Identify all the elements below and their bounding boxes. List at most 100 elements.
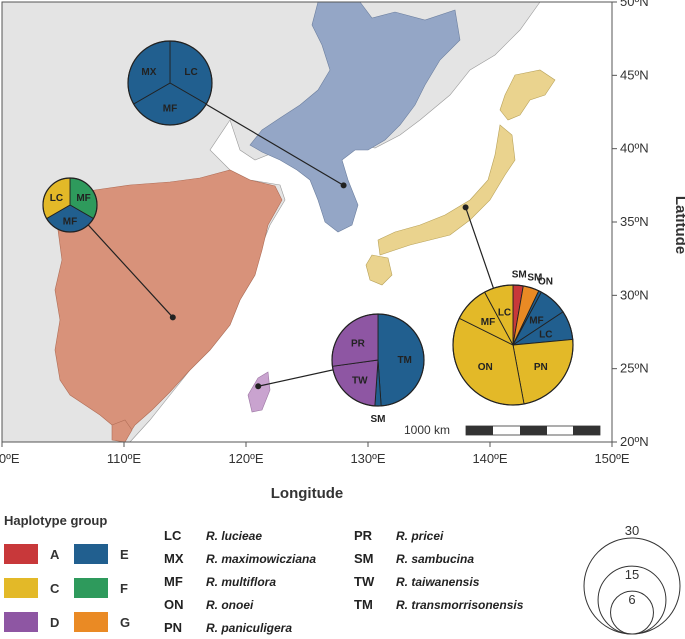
haplotype-legend-item: D	[4, 612, 59, 632]
pie-slice-label: TM	[397, 355, 411, 366]
species-legend-item: SM R. sambucina	[354, 551, 474, 566]
x-tick-label: 140ºE	[472, 451, 507, 466]
pie-outline	[127, 40, 213, 126]
y-tick-label: 50ºN	[620, 0, 649, 9]
pie-slice-label: SM	[527, 272, 542, 283]
species-code: TW	[354, 574, 375, 589]
pie-slice-label: LC	[50, 193, 63, 204]
region-japan	[365, 69, 556, 286]
pie-slice-label: MF	[481, 317, 495, 328]
species-code: ON	[164, 597, 184, 612]
x-tick-label: 100ºE	[0, 451, 20, 466]
pie-slice-label: MF	[163, 103, 177, 114]
region-northeast	[249, 1, 461, 233]
size-legend-label: 15	[625, 567, 639, 582]
haplotype-legend-label: G	[120, 614, 131, 630]
pie-slice-label: MX	[141, 67, 156, 78]
species-legend-item: LC R. lucieae	[164, 528, 262, 543]
scale-bar: 1000 km	[404, 423, 601, 437]
species-code: MX	[164, 551, 184, 566]
y-axis-label: Latitude	[672, 196, 685, 254]
haplotype-legend-title: Haplotype group	[4, 513, 108, 528]
haplotype-legend-label: D	[50, 614, 60, 630]
pie-slice-label: LC	[539, 329, 552, 340]
haplotype-legend-item: C	[4, 578, 59, 598]
pie-slice-label: PR	[351, 338, 366, 349]
haplotype-swatch	[74, 612, 108, 632]
haplotype-legend-item: F	[74, 578, 128, 598]
location-dot	[340, 182, 347, 189]
species-code: MF	[164, 574, 183, 589]
x-tick-label: 150ºE	[594, 451, 629, 466]
species-name: R. paniculigera	[206, 621, 293, 635]
region-hainan	[111, 419, 133, 443]
species-name: R. onoei	[206, 598, 254, 612]
x-tick-label: 130ºE	[350, 451, 385, 466]
species-name: R. taiwanensis	[396, 575, 480, 589]
size-legend-label: 6	[628, 592, 635, 607]
species-legend-item: PN R. paniculigera	[164, 620, 292, 635]
species-name: R. maximowicziana	[206, 552, 317, 566]
region-taiwan	[247, 371, 271, 413]
pie-outline	[42, 177, 98, 233]
x-axis-ticks: 100ºE 110ºE 120ºE 130ºE 140ºE 150ºE	[0, 442, 630, 466]
size-legend: 30 15 6	[583, 523, 681, 635]
pie-slice-label: ON	[478, 362, 493, 373]
x-tick-label: 110ºE	[107, 451, 141, 466]
pie-slice-label: MF	[76, 193, 90, 204]
pie-china: MF MF LC	[42, 177, 176, 321]
pie-slice-label: SM	[371, 414, 386, 425]
scale-bar-label: 1000 km	[404, 423, 450, 437]
species-legend-item: MF R. multiflora	[164, 574, 276, 589]
haplotype-legend-item: E	[74, 544, 129, 564]
pie-northeast: LC MF MX	[127, 40, 347, 189]
haplotype-legend-item: A	[4, 544, 59, 564]
pie-outline	[452, 284, 574, 406]
y-tick-label: 20ºN	[620, 434, 649, 449]
species-legend-item: MX R. maximowicziana	[164, 551, 316, 566]
x-axis-label: Longitude	[271, 485, 343, 502]
species-name: R. sambucina	[396, 552, 475, 566]
haplotype-swatch	[4, 612, 38, 632]
haplotype-legend-label: F	[120, 580, 128, 596]
y-tick-label: 30ºN	[620, 287, 649, 302]
y-tick-label: 25ºN	[620, 361, 649, 376]
haplotype-swatch	[74, 544, 108, 564]
pie-outline	[331, 313, 425, 407]
pie-slice-label: TW	[352, 375, 368, 386]
species-code: TM	[354, 597, 373, 612]
species-legend-item: TM R. transmorrisonensis	[354, 597, 523, 612]
haplotype-legend-label: C	[50, 580, 60, 596]
pie-slice-label: SM	[512, 269, 527, 280]
species-legend-item: ON R. onoei	[164, 597, 253, 612]
species-name: R. lucieae	[206, 529, 263, 543]
y-tick-label: 40ºN	[620, 141, 649, 156]
species-code: SM	[354, 551, 374, 566]
size-legend-circle	[610, 590, 654, 635]
pie-slice-label: MF	[529, 315, 543, 326]
location-dot	[462, 204, 469, 211]
y-tick-label: 45ºN	[620, 67, 649, 82]
y-tick-label: 35ºN	[620, 214, 649, 229]
species-code: PR	[354, 528, 373, 543]
haplotype-swatch	[4, 544, 38, 564]
species-name: R. multiflora	[206, 575, 277, 589]
region-china	[54, 169, 283, 441]
haplotype-swatch	[74, 578, 108, 598]
haplotype-swatch	[4, 578, 38, 598]
species-name: R. transmorrisonensis	[396, 598, 524, 612]
pie-taiwan: TM SM TW PR	[255, 313, 425, 425]
pie-slice-label: LC	[184, 67, 197, 78]
pie-slice-label: PN	[534, 362, 548, 373]
location-dot	[169, 314, 176, 321]
species-name: R. pricei	[396, 529, 444, 543]
size-legend-label: 30	[625, 523, 639, 538]
haplotype-legend-label: A	[50, 546, 60, 562]
haplotype-legend-item: G	[74, 612, 130, 632]
pie-slice-label: ON	[538, 277, 553, 288]
x-tick-label: 120ºE	[228, 451, 263, 466]
pie-slice-label: LC	[498, 307, 511, 318]
species-code: LC	[164, 528, 182, 543]
